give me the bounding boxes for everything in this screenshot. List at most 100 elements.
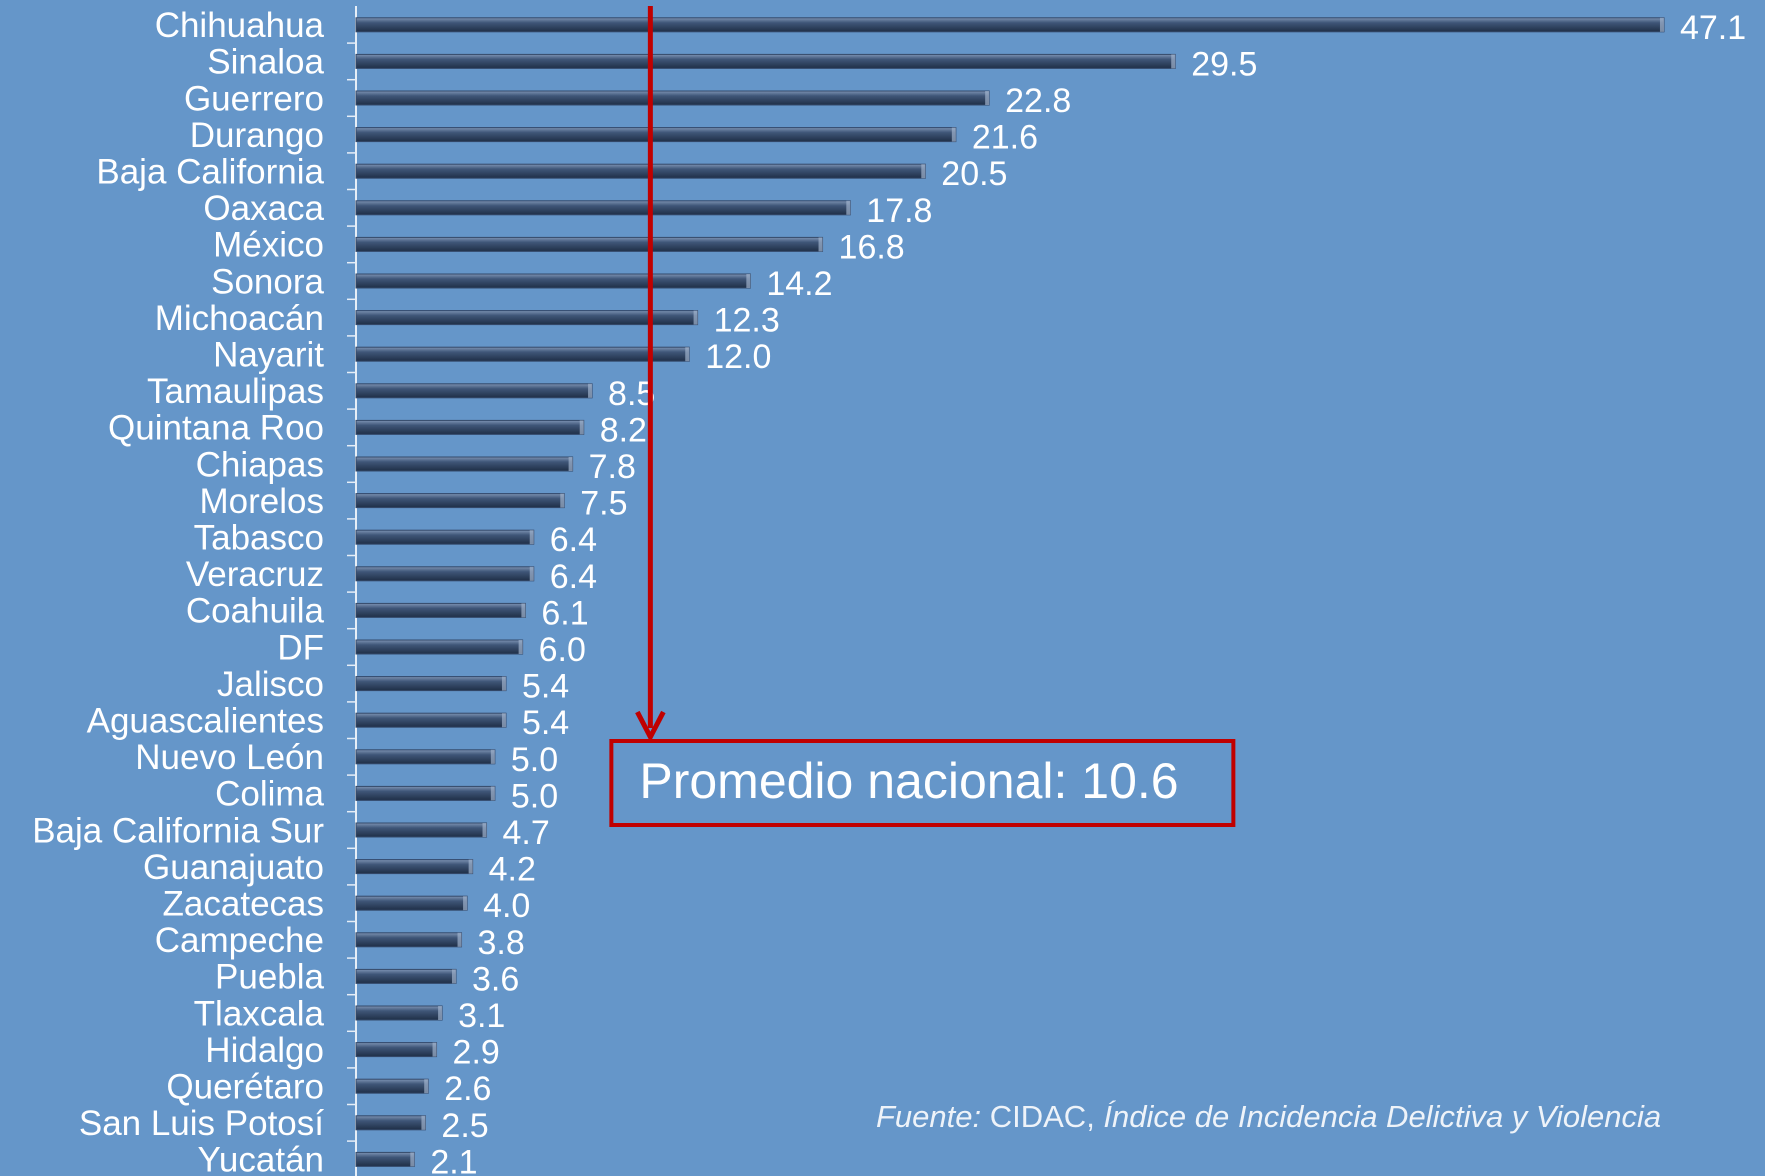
value-label: 12.0 [705,338,771,376]
value-label: 17.8 [866,192,932,230]
bar [355,200,851,216]
bar-cap [501,676,506,691]
y-tick-label: Sonora [211,262,324,301]
value-label: 20.5 [941,155,1007,193]
value-label: 29.5 [1191,45,1257,83]
y-tick-label: San Luis Potosí [79,1104,324,1143]
y-tick-label: Aguascalientes [87,701,324,740]
bar [355,749,496,765]
value-label: 2.1 [430,1143,477,1176]
bar [355,1078,429,1094]
value-label: 6.0 [539,631,586,669]
y-tick-label: Jalisco [217,665,324,704]
value-label: 5.0 [511,777,558,815]
bar [355,895,468,911]
bar-cap [985,91,990,105]
value-label: 2.6 [444,1070,491,1108]
y-tick-label: Guanajuato [143,848,324,887]
y-tick-label: Coahuila [186,592,325,631]
source-label: Fuente: [876,1099,981,1134]
bar-cap [518,640,523,654]
bar-cap [438,1006,443,1020]
bar-cap [501,713,506,728]
y-tick-label: Baja California Sur [32,811,324,850]
value-label: 8.2 [600,411,647,449]
bar [355,383,593,399]
y-tick-label: Chiapas [196,445,324,484]
y-tick-label: Nayarit [213,335,324,374]
bar-cap [432,1042,437,1057]
bar-cap [951,127,956,142]
y-tick-label: Nuevo León [135,738,324,777]
bar [355,1042,438,1058]
bar [355,273,751,289]
bar [355,53,1176,69]
y-tick-label: Campeche [155,921,324,960]
bar-cap [468,859,473,874]
bar [355,163,926,179]
bar-cap [818,237,823,252]
y-tick-label: Quintana Roo [108,409,324,448]
bar-cap [1659,17,1664,32]
bar-cap [529,530,534,545]
bar [355,676,507,692]
bar [355,712,507,728]
bar [355,639,524,655]
bar [355,785,496,801]
y-tick-label: Colima [215,775,324,814]
value-label: 2.5 [441,1107,488,1145]
bar [355,1005,443,1021]
source: Fuente: CIDAC, Índice de Incidencia Deli… [876,1099,1661,1134]
bar-cap [529,566,534,581]
bar-cap [579,420,584,435]
value-label: 5.4 [522,668,569,706]
reference-arrowhead [635,710,666,743]
value-label: 12.3 [714,302,780,340]
source-title: Índice de Incidencia Delictiva y Violenc… [1103,1099,1661,1134]
bar [355,456,574,472]
value-label: 7.8 [589,448,636,486]
bar-cap [424,1079,429,1094]
value-label: 14.2 [766,265,832,303]
y-tick-label: Durango [190,116,324,155]
bar [355,90,990,106]
value-label: 2.9 [453,1034,500,1072]
y-tick-label: Hidalgo [205,1031,324,1070]
y-tick-label: Veracruz [186,555,324,594]
value-label: 3.8 [478,924,525,962]
bar-cap [457,932,462,947]
y-tick-label: Tabasco [194,518,324,557]
bar [355,127,957,143]
bar-cap [560,493,565,508]
value-label: 16.8 [839,228,905,266]
value-label: 4.0 [483,887,530,925]
bar-cap [693,310,698,325]
y-tick-label: Guerrero [184,79,324,118]
value-label: 21.6 [972,119,1038,157]
y-tick-label: Morelos [200,482,324,521]
bar-cap [685,347,690,362]
bar-cap [1171,54,1176,69]
bar [355,419,585,435]
bar [355,17,1665,33]
value-label: 4.7 [503,814,550,852]
value-label: 47.1 [1680,9,1746,47]
y-tick-label: México [213,226,324,265]
bar [355,346,690,362]
y-tick-label: Zacatecas [163,884,324,923]
bar-cap [921,164,926,179]
bar-cap [746,274,751,288]
value-label: 3.1 [458,997,505,1035]
bar-cap [421,1115,426,1130]
bar [355,968,457,984]
bar [355,1115,426,1131]
y-tick-label: Sinaloa [207,43,324,82]
y-tick-label: Chihuahua [155,6,325,45]
value-label: 8.5 [608,375,655,413]
bar-cap [463,896,468,911]
y-tick-label: Oaxaca [203,189,324,228]
bar-cap [410,1152,415,1167]
